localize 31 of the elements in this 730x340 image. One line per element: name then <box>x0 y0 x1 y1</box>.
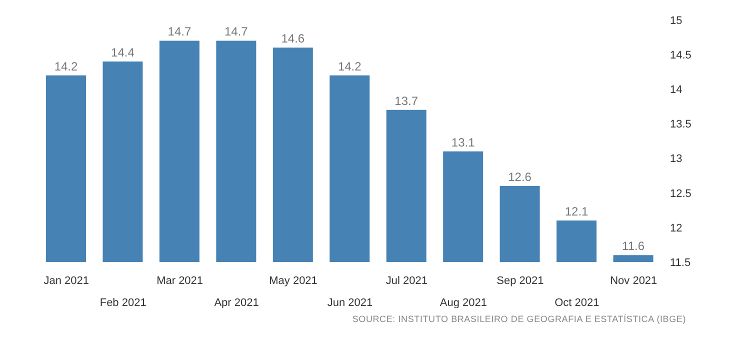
x-tick-label: Jul 2021 <box>386 275 428 287</box>
data-label: 14.4 <box>111 45 135 60</box>
data-label: 12.6 <box>508 170 532 184</box>
y-tick-label: 12.5 <box>670 188 692 200</box>
y-tick-label: 14.5 <box>670 49 692 62</box>
data-label: 14.7 <box>224 24 248 39</box>
y-tick-label: 11.5 <box>670 256 691 269</box>
data-label: 14.6 <box>281 32 305 46</box>
data-label: 11.6 <box>622 239 645 254</box>
x-tick-label: May 2021 <box>269 275 318 287</box>
x-tick-label: Aug 2021 <box>440 297 488 309</box>
x-tick-label: Apr 2021 <box>214 297 259 309</box>
x-tick-label: Oct 2021 <box>554 297 600 309</box>
data-label: 14.7 <box>168 24 192 39</box>
y-tick-label: 14 <box>670 84 682 96</box>
data-label: 12.1 <box>564 204 589 219</box>
y-tick-label: 15 <box>670 14 682 27</box>
data-label: 14.2 <box>338 59 362 74</box>
data-label: 14.2 <box>54 59 78 74</box>
x-tick-label: Sep 2021 <box>496 275 544 287</box>
data-label: 13.1 <box>451 135 476 150</box>
y-tick-label: 13.5 <box>670 118 692 131</box>
x-tick-label: Mar 2021 <box>156 275 204 287</box>
y-tick-label: 12 <box>670 222 682 234</box>
x-tick-label: Jun 2021 <box>327 297 373 309</box>
source-note: SOURCE: INSTITUTO BRASILEIRO DE GEOGRAFIA E ESTATÍSTICA (IBGE) <box>352 314 686 324</box>
x-tick-label: Jan 2021 <box>44 275 89 287</box>
data-label: 13.7 <box>394 94 418 108</box>
x-tick-label: Nov 2021 <box>610 275 658 287</box>
y-tick-label: 13 <box>670 153 682 166</box>
x-tick-label: Feb 2021 <box>100 297 146 309</box>
